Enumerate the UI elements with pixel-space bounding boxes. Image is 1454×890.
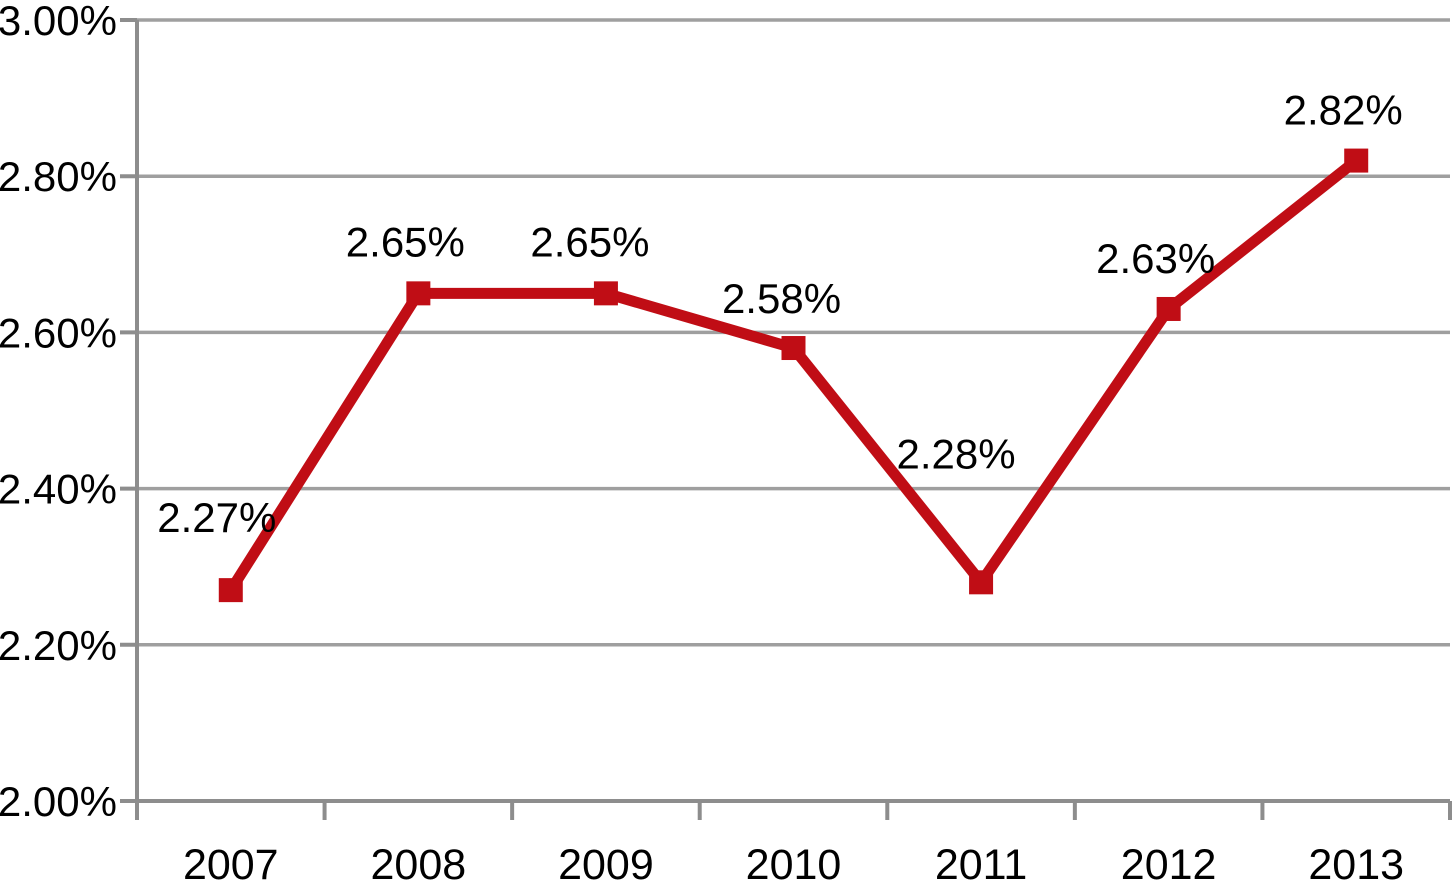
data-point-marker <box>781 336 806 361</box>
x-axis-label: 2012 <box>1121 841 1217 889</box>
data-point-marker <box>969 570 994 595</box>
data-label: 2.65% <box>530 218 649 265</box>
data-point-marker <box>1344 148 1369 173</box>
x-axis-label: 2008 <box>371 841 467 889</box>
y-axis-tick-label: 2.80% <box>0 153 117 200</box>
data-label: 2.28% <box>897 430 1016 477</box>
y-axis-tick-label: 2.00% <box>0 778 117 825</box>
data-label: 2.82% <box>1284 87 1403 134</box>
data-point-marker <box>1156 296 1181 321</box>
data-label: 2.63% <box>1096 235 1215 282</box>
data-label: 2.65% <box>346 218 465 265</box>
data-point-marker <box>406 281 431 306</box>
x-axis-label: 2010 <box>746 841 842 889</box>
data-label: 2.58% <box>722 275 841 322</box>
x-axis-label: 2011 <box>935 841 1027 889</box>
y-axis-tick-label: 2.60% <box>0 309 117 356</box>
data-point-marker <box>218 578 243 603</box>
x-axis-label: 2013 <box>1308 841 1404 889</box>
data-label: 2.27% <box>157 494 276 541</box>
data-point-marker <box>593 281 618 306</box>
y-axis-tick-label: 2.40% <box>0 466 117 513</box>
y-axis-tick-label: 2.20% <box>0 622 117 669</box>
x-axis-label: 2007 <box>183 841 279 889</box>
y-axis-tick-label: 3.00% <box>0 0 117 44</box>
x-axis-label: 2009 <box>558 841 654 889</box>
